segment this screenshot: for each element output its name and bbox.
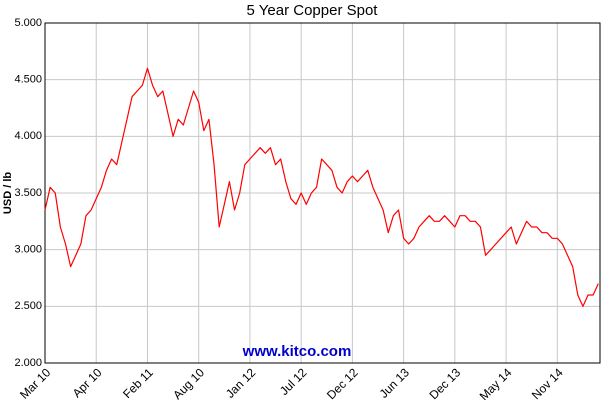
x-tick-label: Aug 10 (170, 365, 207, 400)
x-tick-label: Mar 10 (17, 365, 54, 400)
plot-border (44, 22, 601, 364)
price-line (44, 67, 599, 307)
x-tick-label: Jul 12 (277, 365, 310, 398)
x-tick-label: Apr 10 (70, 365, 105, 400)
x-tick-label: Feb 11 (120, 365, 156, 400)
y-tick-label: 3.500 (14, 187, 42, 199)
x-tick-label: Nov 14 (529, 365, 566, 400)
y-tick-label: 5.000 (14, 17, 42, 29)
watermark: www.kitco.com (242, 343, 352, 360)
x-tick-label: May 14 (477, 365, 515, 400)
y-tick-label: 2.500 (14, 300, 42, 312)
y-tick-label: 3.000 (14, 244, 42, 256)
y-tick-label: 4.500 (14, 74, 42, 86)
y-tick-label: 4.000 (14, 130, 42, 142)
x-tick-label: Jan 12 (223, 365, 259, 400)
x-tick-label: Jun 13 (377, 365, 413, 400)
y-tick-label: 2.000 (14, 357, 42, 369)
chart-title: 5 Year Copper Spot (247, 2, 379, 19)
y-axis-label: USD / lb (2, 172, 14, 214)
x-tick-label: Dec 13 (426, 365, 463, 400)
x-tick-label: Dec 12 (324, 365, 361, 400)
